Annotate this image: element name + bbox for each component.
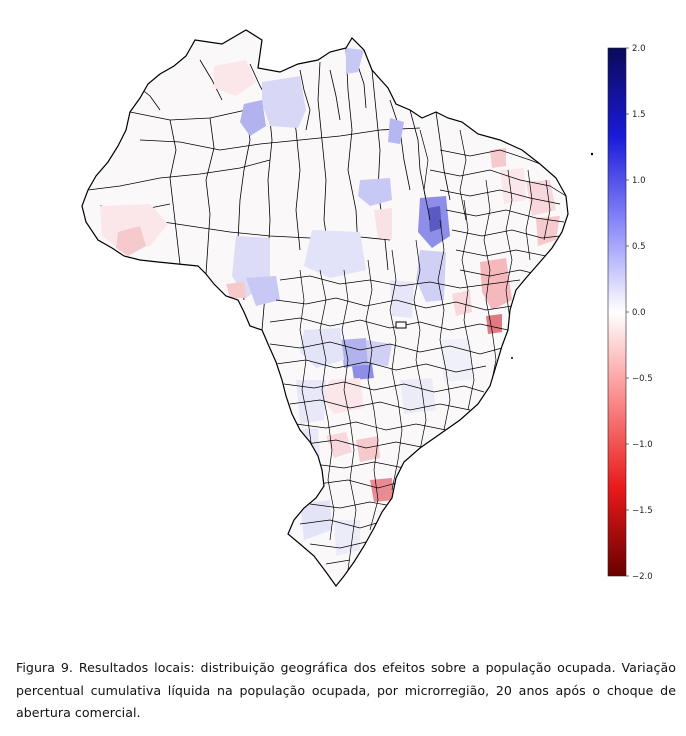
colorbar-tick-label: 2.0 <box>632 44 646 54</box>
country-outline <box>81 29 569 587</box>
dense-region-borders <box>269 129 567 571</box>
colorbar-tick-label: 0.5 <box>632 242 646 252</box>
colorbar-gradient <box>607 47 627 577</box>
shaded-microregions <box>100 48 560 556</box>
map-figure: 2.0 1.5 1.0 0.5 0.0 −0.5 −1.0 −1.5 −2.0 <box>81 29 653 587</box>
map-base <box>82 30 568 586</box>
colorbar-tick-label: −0.5 <box>632 374 653 384</box>
island-dot <box>511 357 513 359</box>
colorbar-tick-label: −1.0 <box>632 440 653 450</box>
figure-caption: Figura 9. Resultados locais: distribuiçã… <box>16 657 676 725</box>
brazil-choropleth-map <box>81 29 594 587</box>
island-dot <box>590 152 594 156</box>
colorbar-tick-label: 1.5 <box>632 110 646 120</box>
colorbar-tick-label: 0.0 <box>632 308 646 318</box>
colorbar-tick-label: −2.0 <box>632 572 653 582</box>
colorbar: 2.0 1.5 1.0 0.5 0.0 −0.5 −1.0 −1.5 −2.0 <box>607 44 653 582</box>
caption-paragraph: Figura 9. Resultados locais: distribuiçã… <box>16 657 676 725</box>
caption-text: Resultados locais: distribuição geográfi… <box>16 660 676 720</box>
microregions <box>87 47 567 571</box>
caption-prefix: Figura 9. <box>16 660 73 675</box>
colorbar-tick-label: 1.0 <box>632 176 646 186</box>
colorbar-tick-label: −1.5 <box>632 506 653 516</box>
colorbar-ticks: 2.0 1.5 1.0 0.5 0.0 −0.5 −1.0 −1.5 −2.0 <box>626 44 653 582</box>
federal-district <box>395 321 407 329</box>
